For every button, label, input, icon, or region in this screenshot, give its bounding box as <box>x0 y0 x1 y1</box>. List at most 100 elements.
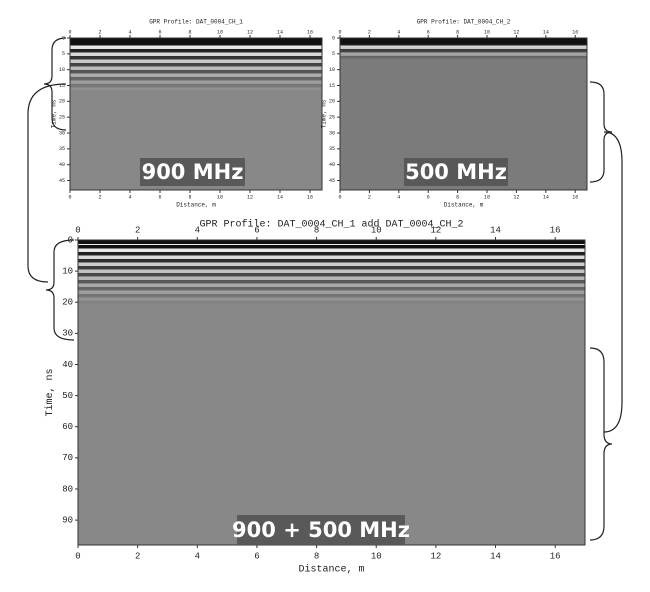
x-tick-label-top: 14 <box>277 29 283 35</box>
x-tick-label: 16 <box>572 194 578 200</box>
x-tick-label: 2 <box>135 551 140 561</box>
y-tick-label: 40 <box>62 360 73 370</box>
x-tick-label: 16 <box>550 551 561 561</box>
x-tick-label: 14 <box>543 194 549 200</box>
y-tick-label: 30 <box>329 130 335 136</box>
panel: GPR Profile: DAT_0004_CH_2 Distance, m Tim… <box>321 19 588 209</box>
y-tick-label: 70 <box>62 453 73 463</box>
x-tick-label: 12 <box>430 551 441 561</box>
surface-reflections <box>70 42 322 93</box>
y-tick-label: 20 <box>329 99 335 105</box>
x-tick-label: 0 <box>68 194 71 200</box>
x-tick-label-top: 10 <box>484 29 490 35</box>
frequency-label-box <box>237 515 405 545</box>
x-tick-label: 0 <box>75 551 80 561</box>
frequency-label-box <box>404 158 508 186</box>
panel-title: GPR Profile: DAT_0004_CH_1 <box>149 19 243 26</box>
y-tick-label: 0 <box>332 35 335 41</box>
surface-band <box>70 38 322 42</box>
x-tick-label-top: 4 <box>128 29 131 35</box>
x-tick-label-top: 4 <box>397 29 400 35</box>
x-tick-label: 8 <box>188 194 191 200</box>
x-tick-label-top: 6 <box>254 225 259 235</box>
y-tick-label: 40 <box>59 162 65 168</box>
y-tick-label: 90 <box>62 515 73 525</box>
x-axis-label: Distance, m <box>176 202 216 209</box>
x-tick-label: 6 <box>254 551 259 561</box>
y-axis-label: Time, ns <box>321 99 328 128</box>
x-tick-label: 8 <box>456 194 459 200</box>
y-tick-label: 30 <box>59 130 65 136</box>
y-tick-label: 5 <box>62 51 65 57</box>
x-tick-label: 10 <box>484 194 490 200</box>
surface-reflections <box>78 244 585 305</box>
surface-band <box>340 38 587 42</box>
x-tick-label: 2 <box>98 194 101 200</box>
frequency-label: 900 MHz <box>142 160 244 184</box>
plot-frame <box>69 37 323 191</box>
x-tick-label-top: 14 <box>490 225 501 235</box>
panel-title: GPR Profile: DAT_0004_CH_1 add DAT_0004_… <box>199 219 463 231</box>
x-tick-label-top: 16 <box>307 29 313 35</box>
y-tick-label: 15 <box>329 83 335 89</box>
y-tick-label: 0 <box>68 235 73 245</box>
x-tick-label: 12 <box>247 194 253 200</box>
x-tick-label-top: 6 <box>427 29 430 35</box>
y-tick-label: 45 <box>59 178 65 184</box>
x-tick-label: 10 <box>371 551 382 561</box>
y-tick-label: 0 <box>62 35 65 41</box>
y-tick-label: 45 <box>329 178 335 184</box>
y-tick-label: 10 <box>329 67 335 73</box>
y-tick-label: 40 <box>329 162 335 168</box>
bracket <box>589 81 613 183</box>
connector <box>27 83 67 283</box>
y-tick-label: 20 <box>59 99 65 105</box>
x-tick-label-top: 16 <box>550 225 561 235</box>
x-axis-label: Distance, m <box>298 563 364 575</box>
y-axis-label: Time, ns <box>44 368 56 416</box>
x-tick-label-top: 2 <box>135 225 140 235</box>
x-tick-label: 6 <box>427 194 430 200</box>
x-tick-label-top: 14 <box>543 29 549 35</box>
y-tick-label: 5 <box>332 51 335 57</box>
bracket <box>45 239 75 341</box>
x-tick-label: 16 <box>307 194 313 200</box>
x-tick-label: 4 <box>195 551 200 561</box>
x-tick-label: 4 <box>397 194 400 200</box>
connector <box>603 131 623 433</box>
y-tick-label: 35 <box>329 146 335 152</box>
x-tick-label-top: 12 <box>513 29 519 35</box>
x-tick-label-top: 0 <box>75 225 80 235</box>
x-tick-label: 8 <box>314 551 319 561</box>
x-tick-label: 6 <box>158 194 161 200</box>
x-tick-label-top: 10 <box>217 29 223 35</box>
x-tick-label-top: 10 <box>371 225 382 235</box>
surface-reflections <box>340 42 587 61</box>
x-tick-label-top: 8 <box>188 29 191 35</box>
x-tick-label-top: 6 <box>158 29 161 35</box>
y-tick-label: 35 <box>59 146 65 152</box>
x-tick-label: 12 <box>513 194 519 200</box>
x-tick-label-top: 8 <box>314 225 319 235</box>
y-tick-label: 25 <box>59 114 65 120</box>
y-tick-label: 15 <box>59 83 65 89</box>
surface-band <box>78 240 585 244</box>
y-tick-label: 30 <box>62 329 73 339</box>
bracket <box>589 347 613 541</box>
y-tick-label: 50 <box>62 391 73 401</box>
frequency-label: 500 MHz <box>405 160 507 184</box>
bracket <box>43 37 67 131</box>
y-tick-label: 60 <box>62 422 73 432</box>
y-tick-label: 10 <box>59 67 65 73</box>
frequency-label: 900 + 500 MHz <box>232 518 410 542</box>
x-tick-label: 0 <box>338 194 341 200</box>
plot-frame <box>339 37 588 191</box>
y-tick-label: 80 <box>62 484 73 494</box>
x-tick-label-top: 16 <box>572 29 578 35</box>
x-tick-label: 4 <box>128 194 131 200</box>
x-tick-label-top: 2 <box>368 29 371 35</box>
x-tick-label-top: 12 <box>247 29 253 35</box>
brackets <box>27 37 623 541</box>
x-tick-label: 14 <box>277 194 283 200</box>
